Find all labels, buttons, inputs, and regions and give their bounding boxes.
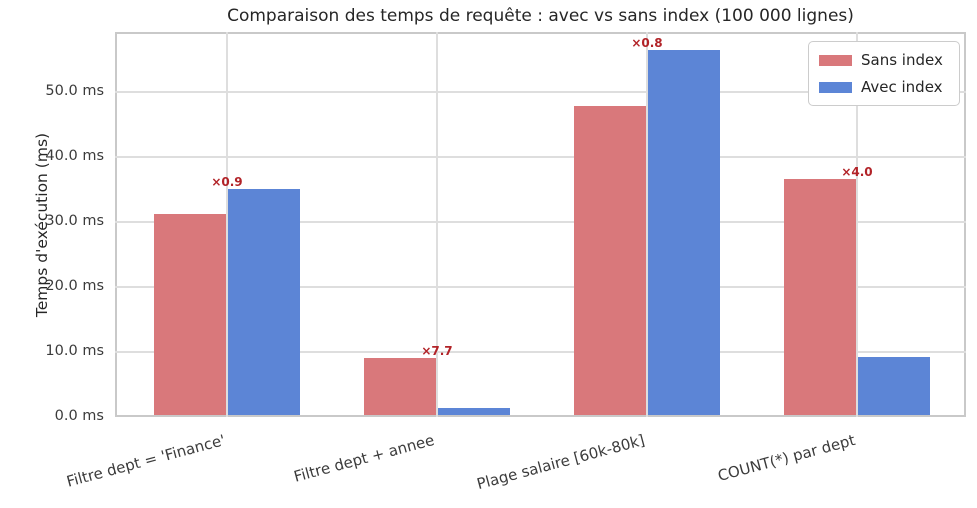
gridline-y-50 xyxy=(115,91,966,93)
speedup-annotation-1: ×7.7 xyxy=(421,343,453,358)
x-tick-label-0: Filtre dept = 'Finance' xyxy=(64,431,227,491)
gridline-x-2 xyxy=(646,32,648,417)
speedup-annotation-3: ×4.0 xyxy=(841,165,873,180)
bar-sans-index-1 xyxy=(364,357,436,415)
plot-spine-right xyxy=(964,32,966,417)
plot-spine-left xyxy=(115,32,117,417)
speedup-annotation-2: ×0.8 xyxy=(631,35,663,50)
chart-title: Comparaison des temps de requête : avec … xyxy=(227,6,854,26)
legend-label-sans-index: Sans index xyxy=(861,51,943,69)
bar-avec-index-1 xyxy=(438,407,510,415)
y-tick-label-40: 40.0 ms xyxy=(45,148,104,164)
gridline-y-40 xyxy=(115,156,966,158)
bar-sans-index-3 xyxy=(784,179,856,415)
y-tick-label-0: 0.0 ms xyxy=(54,408,104,424)
y-tick-label-10: 10.0 ms xyxy=(45,343,104,359)
bar-avec-index-2 xyxy=(648,49,720,415)
gridline-y-30 xyxy=(115,221,966,223)
legend: Sans index Avec index xyxy=(808,41,960,106)
plot-spine-top xyxy=(115,32,966,34)
gridline-x-1 xyxy=(436,32,438,417)
bar-sans-index-2 xyxy=(574,106,646,415)
plot-spine-bottom xyxy=(115,415,966,417)
speedup-annotation-0: ×0.9 xyxy=(211,174,243,189)
gridline-y-10 xyxy=(115,351,966,353)
legend-swatch-sans-index xyxy=(819,54,852,66)
y-tick-label-50: 50.0 ms xyxy=(45,83,104,99)
legend-label-avec-index: Avec index xyxy=(861,78,943,96)
bar-avec-index-0 xyxy=(228,188,300,415)
y-tick-label-20: 20.0 ms xyxy=(45,278,104,294)
gridline-x-0 xyxy=(226,32,228,417)
gridline-x-3 xyxy=(856,32,858,417)
x-tick-label-3: COUNT(*) par dept xyxy=(715,431,857,485)
x-tick-label-2: Plage salaire [60k-80k] xyxy=(474,431,647,494)
legend-swatch-avec-index xyxy=(819,81,852,93)
gridline-y-20 xyxy=(115,286,966,288)
bar-avec-index-3 xyxy=(858,357,930,415)
x-tick-label-1: Filtre dept + annee xyxy=(292,431,437,486)
legend-entry-avec-index: Avec index xyxy=(819,78,949,96)
legend-entry-sans-index: Sans index xyxy=(819,51,949,69)
bar-sans-index-0 xyxy=(154,213,226,415)
y-tick-label-30: 30.0 ms xyxy=(45,213,104,229)
